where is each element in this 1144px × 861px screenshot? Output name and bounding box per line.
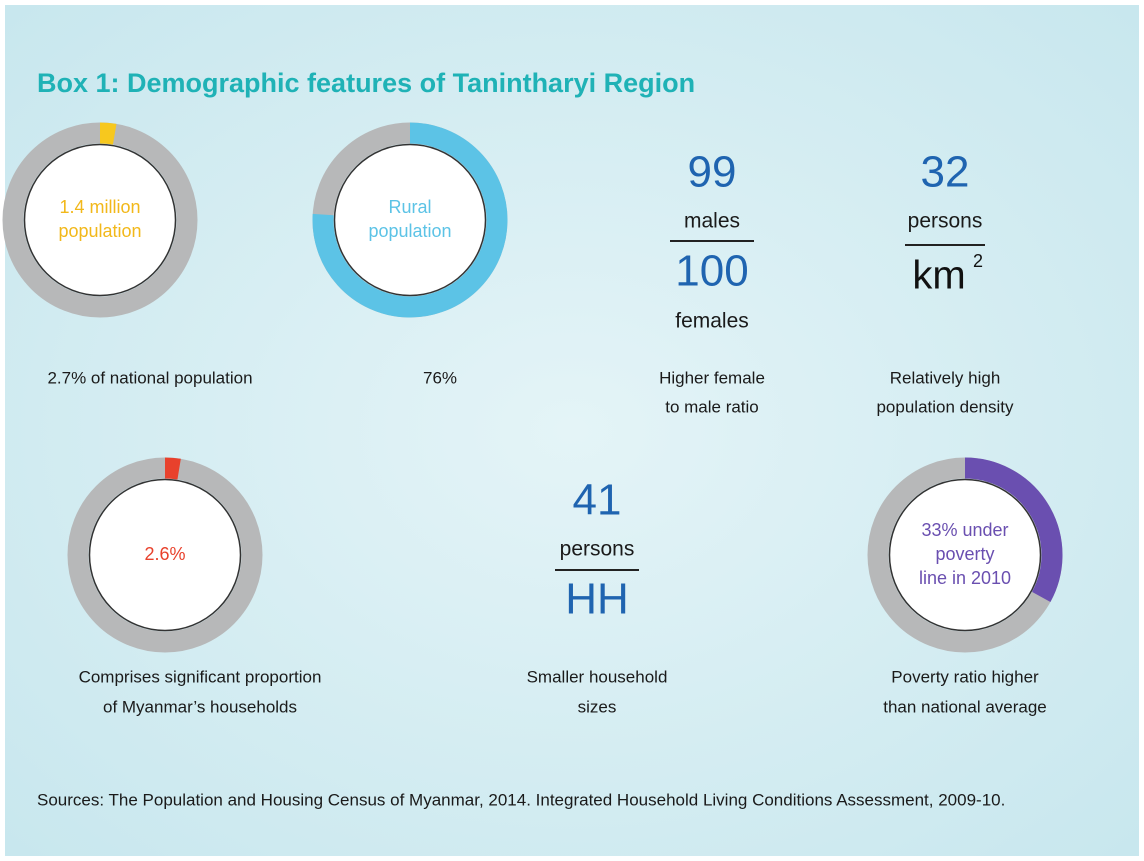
background xyxy=(5,5,1139,856)
ratio-number: 32 xyxy=(921,148,970,197)
donut-label: 2.6% xyxy=(144,544,185,564)
caption: than national average xyxy=(883,697,1047,716)
ratio-number: 99 xyxy=(688,148,737,197)
donut-center xyxy=(23,143,177,297)
caption: population density xyxy=(876,397,1014,416)
donut-label: line in 2010 xyxy=(919,568,1011,588)
ratio-unit: persons xyxy=(908,210,983,233)
exponent: 2 xyxy=(973,251,983,271)
donut-arc xyxy=(99,122,117,145)
donut-label: Rural xyxy=(388,197,431,217)
ratio-unit: HH xyxy=(565,575,629,624)
donut-label: population xyxy=(58,221,141,241)
caption: 2.7% of national population xyxy=(47,368,252,387)
caption: Relatively high xyxy=(890,368,1001,387)
donut-center xyxy=(88,478,242,632)
caption: of Myanmar’s households xyxy=(103,697,297,716)
ratio-unit: km xyxy=(912,254,965,298)
donut-center xyxy=(333,143,487,297)
caption: Higher female xyxy=(659,368,765,387)
ratio-number: 100 xyxy=(675,247,748,296)
ratio-unit: persons xyxy=(560,538,635,561)
donut-center xyxy=(888,478,1042,632)
donut-label: 1.4 million xyxy=(59,197,140,217)
donut-arc xyxy=(164,457,181,480)
caption: sizes xyxy=(578,697,617,716)
caption: Comprises significant proportion xyxy=(79,667,322,686)
caption: to male ratio xyxy=(665,397,759,416)
donut-arc xyxy=(964,457,1063,602)
ratio-unit: males xyxy=(684,210,740,233)
sources: Sources: The Population and Housing Cens… xyxy=(37,790,1005,809)
ratio-unit: females xyxy=(675,310,749,333)
caption: Poverty ratio higher xyxy=(891,667,1039,686)
donut-label: 33% under xyxy=(921,520,1008,540)
caption: Smaller household xyxy=(527,667,668,686)
title: Box 1: Demographic features of Taninthar… xyxy=(37,68,695,98)
donut-label: poverty xyxy=(935,544,994,564)
donut-arc xyxy=(312,122,508,318)
caption: 76% xyxy=(423,368,457,387)
ratio-number: 41 xyxy=(573,476,622,525)
donut-label: population xyxy=(368,221,451,241)
